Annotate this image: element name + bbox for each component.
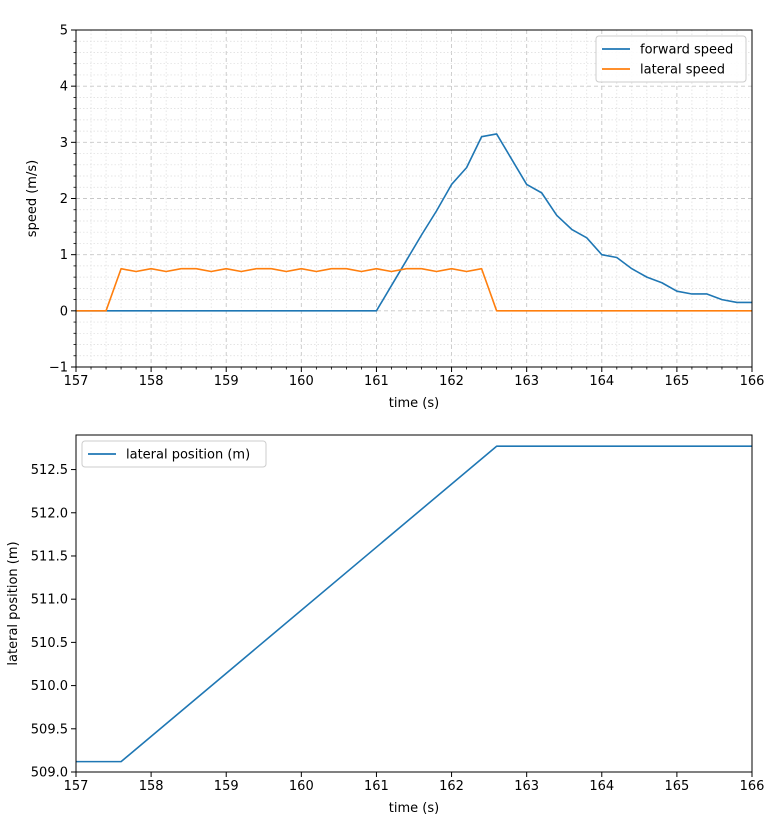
x-tick-label: 164 xyxy=(589,779,614,794)
series-line-forward-speed xyxy=(76,133,752,312)
x-tick-label: 160 xyxy=(289,779,314,794)
position-chart: 157 158 159 160 161 162 163 164 165 166 509.0 509.5… xyxy=(6,434,765,816)
position-chart-frame xyxy=(75,434,753,773)
speed-chart-series xyxy=(76,133,752,312)
x-tick-label: 163 xyxy=(514,779,539,794)
x-tick-label: 157 xyxy=(64,374,89,389)
legend-label-lateral-position: lateral position (m) xyxy=(126,448,250,463)
y-tick-label: 511.5 xyxy=(31,549,68,564)
x-tick-label: 165 xyxy=(664,779,689,794)
position-chart-legend-box xyxy=(81,440,267,468)
y-tick-label: 512.5 xyxy=(31,463,68,478)
y-tick-label: 4 xyxy=(60,80,68,95)
y-tick-label: 510.0 xyxy=(31,679,68,694)
x-tick-label: 166 xyxy=(740,779,765,794)
speed-chart-y-label: speed (m/s) xyxy=(25,160,40,237)
x-tick-label: 159 xyxy=(214,779,239,794)
x-tick-label: 166 xyxy=(740,374,765,389)
x-tick-label: 161 xyxy=(364,374,389,389)
speed-chart-legend-box xyxy=(595,35,747,83)
speed-chart-x-label: time (s) xyxy=(389,396,439,411)
y-tick-label: 0 xyxy=(60,304,68,319)
x-tick-label: 165 xyxy=(664,374,689,389)
x-tick-label: 158 xyxy=(139,779,164,794)
y-tick-label: 3 xyxy=(60,136,68,151)
x-tick-label: 161 xyxy=(364,779,389,794)
legend-label-lateral-speed: lateral speed xyxy=(640,63,725,78)
position-chart-series xyxy=(76,445,752,763)
position-chart-legend: lateral position (m) xyxy=(81,440,267,468)
position-chart-x-label: time (s) xyxy=(389,801,439,816)
series-line-lateral-speed xyxy=(76,267,752,312)
x-tick-label: 159 xyxy=(214,374,239,389)
y-tick-label: 5 xyxy=(60,24,68,39)
x-tick-label: 162 xyxy=(439,374,464,389)
x-tick-label: 162 xyxy=(439,779,464,794)
y-tick-label: 510.5 xyxy=(31,636,68,651)
x-tick-label: 157 xyxy=(64,779,89,794)
y-tick-label: 511.0 xyxy=(31,593,68,608)
y-tick-label: −1 xyxy=(49,361,68,376)
position-chart-y-label: lateral position (m) xyxy=(6,541,21,665)
x-tick-label: 163 xyxy=(514,374,539,389)
x-tick-label: 164 xyxy=(589,374,614,389)
y-tick-label: 1 xyxy=(60,248,68,263)
series-line-lateral-position-m- xyxy=(76,445,752,763)
x-tick-label: 160 xyxy=(289,374,314,389)
position-chart-ticks: 157 158 159 160 161 162 163 164 165 166 509.0 509.5… xyxy=(31,463,765,794)
y-tick-label: 509.5 xyxy=(31,722,68,737)
y-tick-label: 512.0 xyxy=(31,506,68,521)
speed-chart-legend: forward speed lateral speed xyxy=(595,35,747,83)
speed-chart-ticks: 157 158 159 160 161 162 163 164 165 166 −1 0 1 2 3 4 5 xyxy=(49,24,765,390)
speed-chart: 157 158 159 160 161 162 163 164 165 166 −1 0 1 2 3 4 5 t… xyxy=(25,24,764,412)
y-tick-label: 509.0 xyxy=(31,766,68,781)
y-tick-label: 2 xyxy=(60,192,68,207)
x-tick-label: 158 xyxy=(139,374,164,389)
legend-label-forward-speed: forward speed xyxy=(640,43,733,58)
